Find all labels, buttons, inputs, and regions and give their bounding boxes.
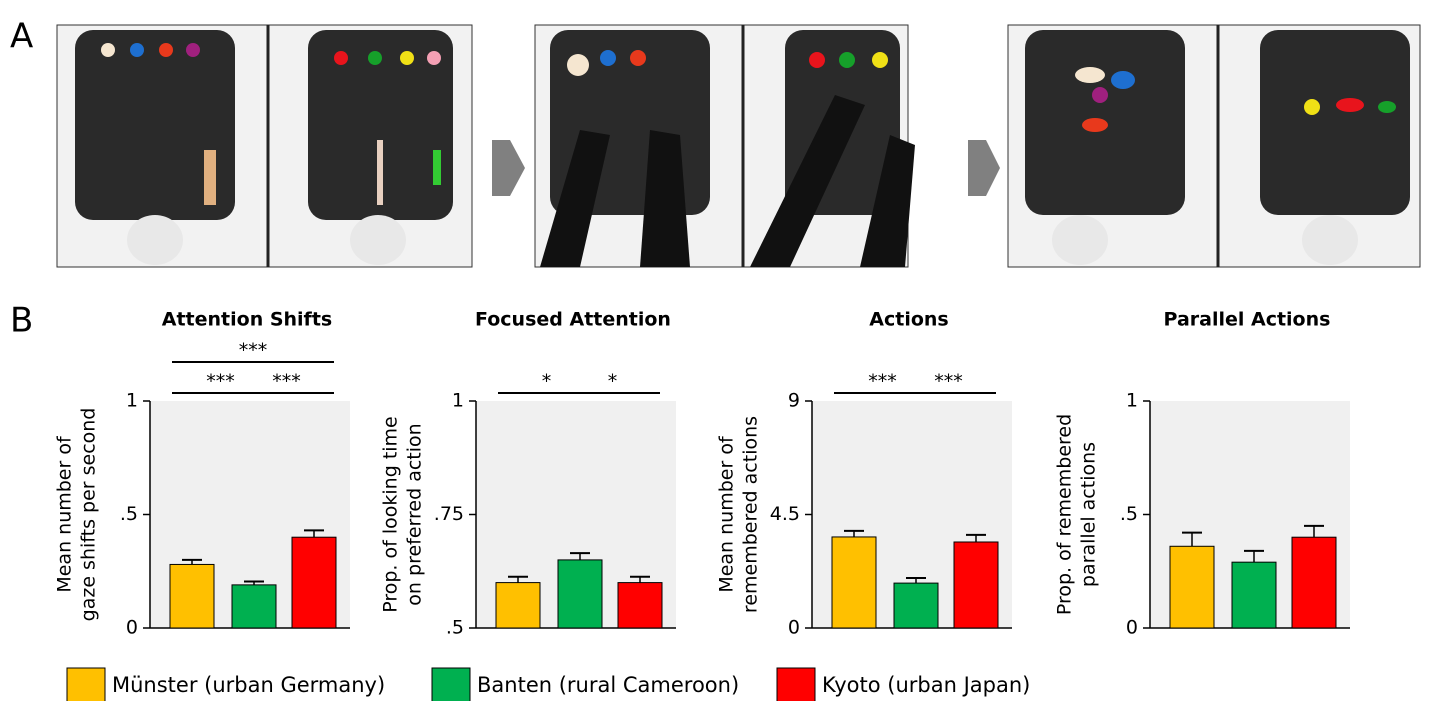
hands	[127, 215, 183, 265]
clay-ball	[334, 51, 348, 65]
y-axis-label: remembered actions	[740, 416, 762, 613]
significance-label: *	[542, 371, 552, 393]
arm	[640, 130, 690, 267]
y-tick-label: 1	[452, 390, 464, 412]
clay-ball	[101, 43, 115, 57]
y-tick-label: .75	[434, 503, 464, 525]
legend-label: Banten (rural Cameroon)	[477, 673, 739, 697]
clay-ball	[600, 50, 616, 66]
bar	[1231, 561, 1277, 629]
arm	[750, 95, 865, 267]
y-tick-label: 0	[788, 617, 800, 639]
clay-ball	[630, 50, 646, 66]
clay-shape	[1082, 118, 1108, 132]
clay-ball	[427, 51, 441, 65]
clay-ball	[159, 43, 173, 57]
tool	[204, 150, 216, 205]
clay-ball	[839, 52, 855, 68]
clay-ball	[567, 54, 589, 76]
arrow	[968, 140, 1000, 196]
legend-swatch	[431, 667, 471, 701]
clay-ball	[400, 51, 414, 65]
photo-group	[1007, 24, 1421, 268]
clay-shape	[1336, 98, 1364, 112]
clay-shape	[1378, 101, 1396, 113]
y-tick-label: .5	[120, 503, 138, 525]
significance-label: ***	[868, 371, 897, 393]
significance-label: ***	[206, 371, 235, 393]
bar	[831, 536, 877, 629]
y-axis-label: on preferred action	[404, 423, 426, 605]
bar	[495, 582, 541, 629]
arrow	[492, 140, 525, 196]
clay-ball	[186, 43, 200, 57]
y-tick-label: .5	[1120, 503, 1138, 525]
bar	[557, 559, 603, 629]
y-axis-label: Prop. of looking time	[380, 416, 402, 613]
tool	[377, 140, 383, 205]
y-tick-label: 0	[1126, 617, 1138, 639]
significance-label: ***	[272, 371, 301, 393]
clay-shape	[1304, 99, 1320, 115]
chart-title: Parallel Actions	[1164, 309, 1331, 331]
y-tick-label: 9	[788, 390, 800, 412]
y-axis-label: Mean number of	[54, 435, 76, 593]
legend-swatch	[66, 667, 106, 701]
hands	[1302, 215, 1358, 265]
photo-panel	[56, 24, 1421, 268]
bar	[953, 541, 999, 629]
arm	[860, 135, 915, 267]
y-tick-label: 1	[126, 390, 138, 412]
y-axis-label: Prop. of remembered	[1054, 414, 1076, 615]
clay-ball	[368, 51, 382, 65]
tray	[1260, 30, 1410, 215]
significance-label: ***	[239, 340, 268, 362]
significance-label: ***	[934, 371, 963, 393]
tool	[433, 150, 441, 185]
chart-title: Focused Attention	[475, 309, 671, 331]
arm	[540, 130, 610, 267]
photo-group	[56, 24, 473, 268]
y-tick-label: 4.5	[770, 503, 800, 525]
tray	[75, 30, 235, 220]
tray	[308, 30, 453, 220]
clay-ball	[872, 52, 888, 68]
bar	[1291, 536, 1337, 629]
bar	[617, 582, 663, 629]
y-tick-label: 1	[1126, 390, 1138, 412]
clay-shape	[1075, 67, 1105, 83]
hands	[1052, 215, 1108, 265]
y-axis-label: parallel actions	[1078, 442, 1100, 587]
significance-label: *	[608, 371, 618, 393]
bar	[231, 584, 277, 629]
clay-ball	[130, 43, 144, 57]
bar	[169, 563, 215, 629]
clay-shape	[1092, 87, 1108, 103]
legend-label: Kyoto (urban Japan)	[822, 673, 1030, 697]
panel-label: B	[10, 301, 33, 341]
hands	[350, 215, 406, 265]
clay-shape	[1111, 71, 1135, 89]
panel-label: A	[10, 17, 33, 57]
y-axis-label: Mean number of	[716, 435, 738, 593]
bar	[1169, 545, 1215, 629]
bar	[291, 536, 337, 629]
bar	[893, 582, 939, 629]
legend-swatch	[776, 667, 816, 701]
photo-group	[534, 24, 915, 268]
legend-label: Münster (urban Germany)	[112, 673, 385, 697]
y-axis-label: gaze shifts per second	[78, 408, 100, 622]
y-tick-label: 0	[126, 617, 138, 639]
chart-title: Attention Shifts	[162, 309, 332, 331]
y-tick-label: .5	[446, 617, 464, 639]
chart-title: Actions	[869, 309, 948, 331]
clay-ball	[809, 52, 825, 68]
